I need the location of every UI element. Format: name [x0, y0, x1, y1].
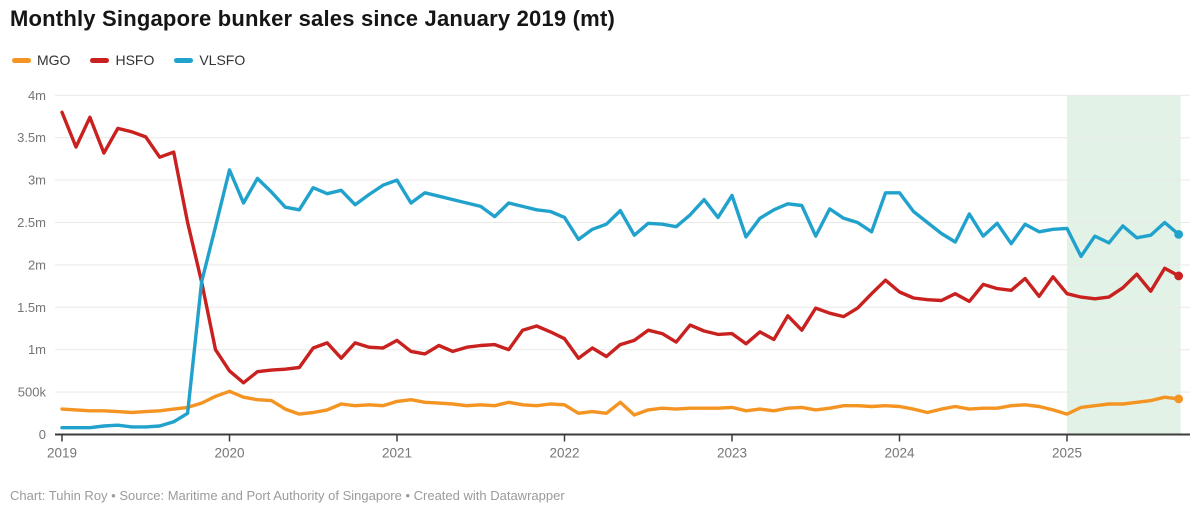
- series-end-dot-hsfo: [1174, 271, 1184, 281]
- vlsfo-line-swatch-icon: [174, 57, 194, 63]
- legend-label-mgo: MGO: [37, 52, 71, 68]
- legend-item-mgo: MGO: [12, 52, 70, 68]
- legend-item-hsfo: HSFO: [90, 52, 154, 68]
- y-axis-label: 4m: [28, 88, 46, 103]
- y-axis-label: 1.5m: [17, 300, 46, 315]
- x-axis-label: 2023: [717, 446, 747, 461]
- legend-label-hsfo: HSFO: [115, 52, 155, 68]
- y-axis-label: 3.5m: [17, 130, 46, 145]
- series-end-dot-vlsfo: [1174, 229, 1184, 239]
- hsfo-line-swatch-icon: [90, 57, 110, 63]
- legend-item-vlsfo: VLSFO: [174, 52, 245, 68]
- y-axis-label: 0: [39, 427, 46, 442]
- x-axis-label: 2020: [214, 446, 244, 461]
- legend: MGO HSFO VLSFO: [12, 52, 245, 68]
- x-axis-label: 2022: [549, 446, 579, 461]
- page-title: Monthly Singapore bunker sales since Jan…: [10, 6, 615, 31]
- attribution-footer: Chart: Tuhin Roy • Source: Maritime and …: [10, 488, 565, 503]
- x-axis-label: 2021: [382, 446, 412, 461]
- x-axis-label: 2025: [1052, 446, 1082, 461]
- series-line-hsfo: [60, 110, 1181, 385]
- y-axis-label: 500k: [18, 385, 47, 400]
- mgo-line-swatch-icon: [12, 57, 31, 63]
- y-axis-label: 2.5m: [17, 215, 46, 230]
- x-axis-label: 2019: [47, 446, 77, 461]
- y-axis-label: 1m: [28, 342, 46, 357]
- series-end-dot-mgo: [1174, 394, 1184, 404]
- series-line-mgo: [60, 389, 1181, 417]
- series-line-vlsfo: [60, 168, 1181, 430]
- x-axis-label: 2024: [884, 446, 915, 461]
- legend-label-vlsfo: VLSFO: [199, 52, 246, 68]
- y-axis-label: 2m: [28, 257, 46, 272]
- y-axis-label: 3m: [28, 173, 46, 188]
